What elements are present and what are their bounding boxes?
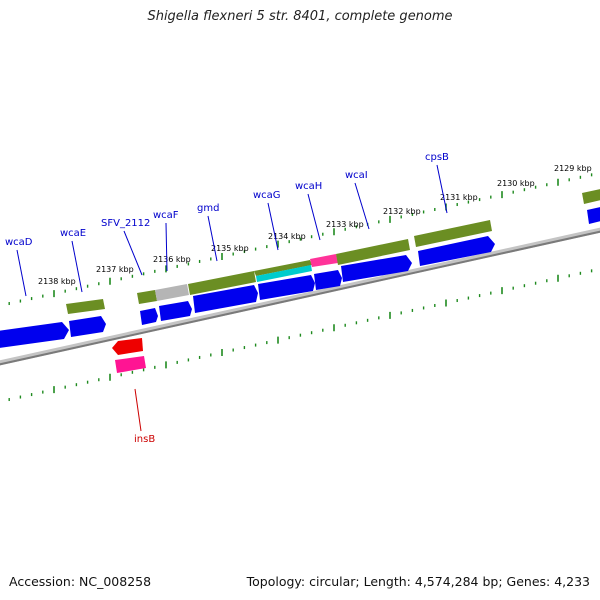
feature-track bbox=[0, 189, 600, 373]
kbp-label: 2132 kbp bbox=[383, 207, 421, 216]
gene-label: insB bbox=[134, 434, 155, 445]
kbp-label: 2131 kbp bbox=[440, 193, 478, 202]
gene-feature bbox=[254, 260, 312, 276]
gene-feature bbox=[414, 220, 492, 247]
insertion-feature bbox=[115, 356, 146, 373]
gene-leader-line bbox=[207, 215, 218, 262]
cds-arrow bbox=[0, 322, 69, 348]
cds-arrow bbox=[341, 255, 412, 282]
gene-feature bbox=[582, 189, 600, 204]
cds-arrow bbox=[69, 316, 106, 337]
gene-label: wcaF bbox=[153, 210, 179, 221]
tick-row-outer bbox=[8, 173, 593, 306]
cds-arrow bbox=[314, 270, 342, 290]
gene-leader-line bbox=[134, 388, 142, 432]
magenta-feature bbox=[310, 254, 338, 267]
gene-leader-line bbox=[307, 193, 321, 241]
kbp-label: 2137 kbp bbox=[96, 265, 134, 274]
gene-label: gmd bbox=[197, 203, 219, 214]
gene-leader-line bbox=[354, 182, 370, 230]
kbp-label: 2138 kbp bbox=[38, 277, 76, 286]
gene-label: SFV_2112 bbox=[101, 218, 150, 229]
gene-leader-line bbox=[165, 222, 168, 272]
cds-arrow bbox=[159, 301, 192, 321]
kbp-label: 2133 kbp bbox=[326, 220, 364, 229]
kbp-label: 2134 kbp bbox=[268, 232, 306, 241]
accession-text: Accession: NC_008258 bbox=[9, 574, 152, 589]
cds-arrow bbox=[193, 285, 258, 313]
cds-arrow bbox=[258, 275, 315, 300]
kbp-label: 2136 kbp bbox=[153, 255, 191, 264]
cds-arrow bbox=[418, 236, 495, 266]
gene-leader-line bbox=[71, 240, 83, 293]
gene-label: wcaI bbox=[345, 170, 368, 181]
gene-leader-line bbox=[436, 164, 448, 214]
gene-label: wcaD bbox=[5, 237, 33, 248]
gene-feature bbox=[137, 290, 157, 304]
gene-feature bbox=[188, 271, 256, 295]
kbp-label: 2129 kbp bbox=[554, 164, 592, 173]
gene-label: cpsB bbox=[425, 152, 449, 163]
cds-arrow bbox=[587, 207, 600, 224]
tick-row-inner bbox=[8, 269, 593, 402]
gene-label: wcaH bbox=[295, 181, 322, 192]
gene-leader-line bbox=[267, 202, 279, 251]
gene-feature bbox=[66, 299, 105, 314]
cds-arrow-reverse bbox=[112, 338, 143, 355]
gene-feature bbox=[336, 239, 410, 265]
backbone bbox=[0, 227, 600, 366]
kbp-label: 2130 kbp bbox=[497, 179, 535, 188]
pseudo-feature bbox=[155, 284, 189, 301]
map-title: Shigella flexneri 5 str. 8401, complete … bbox=[147, 9, 453, 24]
kbp-label-group: 2138 kbp 2137 kbp 2136 kbp 2135 kbp 2134 kbp… bbox=[38, 164, 592, 286]
genome-summary-text: Topology: circular; Length: 4,574,284 bp… bbox=[246, 574, 590, 589]
kbp-label: 2135 kbp bbox=[211, 244, 249, 253]
gene-leader-line bbox=[16, 249, 27, 297]
cds-arrow bbox=[140, 308, 158, 325]
gene-label: wcaG bbox=[253, 190, 281, 201]
gene-leader-line bbox=[123, 230, 143, 276]
cyan-feature bbox=[256, 265, 312, 282]
gene-label: wcaE bbox=[60, 228, 86, 239]
